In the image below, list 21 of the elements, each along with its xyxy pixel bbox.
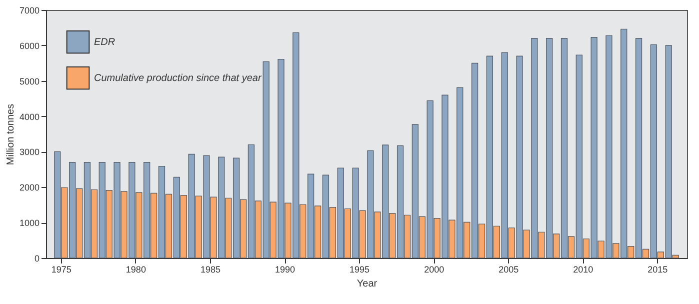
x-tick-label: 1995 bbox=[350, 264, 370, 274]
x-tick-label: 2000 bbox=[424, 264, 444, 274]
legend-label: Cumulative production since that year bbox=[94, 73, 262, 84]
x-tick-label: 2005 bbox=[498, 264, 519, 274]
y-tick-label: 7000 bbox=[19, 6, 40, 16]
legend-label: EDR bbox=[94, 37, 116, 48]
y-axis-title: Million tonnes bbox=[5, 104, 16, 166]
y-tick-label: 4000 bbox=[19, 112, 40, 122]
x-axis-title: Year bbox=[356, 278, 378, 290]
x-tick-label: 1980 bbox=[126, 264, 146, 274]
y-tick-label: 1000 bbox=[19, 218, 40, 228]
x-tick-label: 1975 bbox=[51, 264, 72, 274]
x-tick-label: 2010 bbox=[573, 264, 594, 274]
x-tick-label: 1990 bbox=[274, 264, 296, 274]
y-tick-label: 5000 bbox=[19, 76, 40, 86]
x-tick-label: 1985 bbox=[200, 264, 220, 274]
y-tick-label: 0 bbox=[34, 254, 40, 264]
x-tick-label: 2015 bbox=[648, 264, 668, 274]
y-tick-label: 6000 bbox=[19, 40, 40, 51]
y-tick-label: 2000 bbox=[19, 182, 40, 193]
y-tick-label: 3000 bbox=[19, 147, 40, 158]
